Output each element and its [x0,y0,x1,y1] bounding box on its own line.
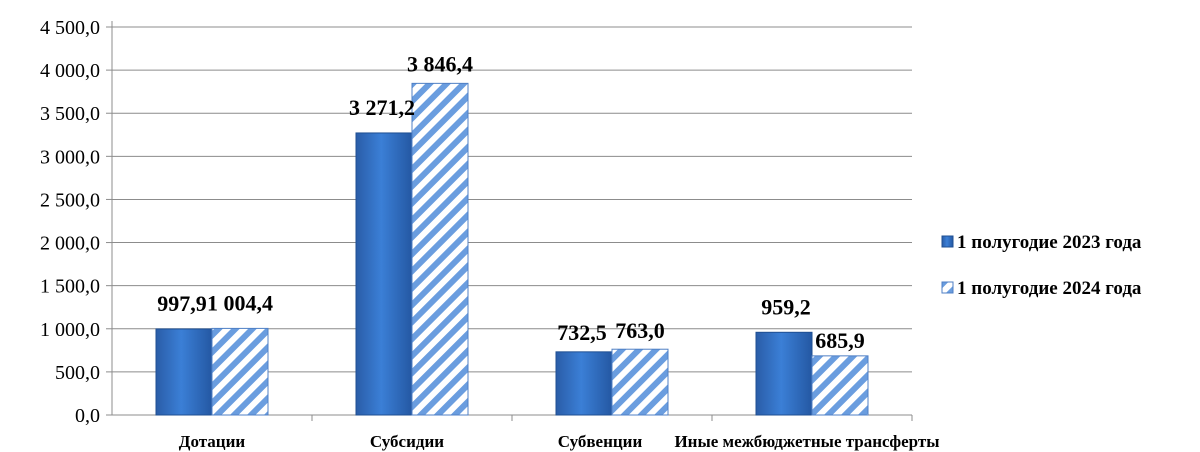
y-tick-label: 2 500,0 [40,189,100,211]
data-label: 732,5 [557,320,607,345]
gridlines [112,26,912,373]
axes: 0,0 500,0 1 000,0 1 500,0 2 000,0 2 500,0 3 00… [40,17,940,451]
y-tick-label: 1 000,0 [40,319,100,341]
data-label: 1 004,4 [207,290,273,315]
legend-swatch-2023 [941,235,954,248]
x-tick-label: Дотации [179,432,246,451]
y-tick-label: 0,0 [75,405,100,427]
data-label: 763,0 [615,318,665,343]
bar-2023 [355,132,413,416]
bar-2023 [155,328,213,416]
legend-swatch-2024 [941,281,954,294]
bar-2024 [811,355,869,416]
y-tick-label: 3 500,0 [40,103,100,125]
bar-2024 [611,348,669,416]
y-tick-label: 4 500,0 [40,17,100,39]
x-tick-label: Иные межбюджетные трансферты [674,432,939,451]
y-tick-label: 4 000,0 [40,60,100,82]
bar-2024 [211,327,269,416]
data-label: 997,9 [157,291,207,316]
x-tick-label: Субвенции [558,432,643,451]
y-tick-label: 2 000,0 [40,233,100,255]
bar-2023 [755,331,813,416]
y-tick-label: 1 500,0 [40,276,100,298]
data-label: 3 271,2 [349,95,415,120]
y-tick-label: 3 000,0 [40,146,100,168]
bars [155,82,869,416]
data-label: 959,2 [761,294,811,319]
legend-label: 1 полугодие 2023 года [957,232,1142,253]
bar-2024 [411,82,469,416]
data-labels: 997,9 3 271,2 732,5 959,2 1 004,4 3 846,4 763,… [157,51,865,353]
x-tick-label: Субсидии [370,432,444,451]
legend-label: 1 полугодие 2024 года [957,278,1142,299]
data-label: 3 846,4 [407,51,473,76]
data-label: 685,9 [815,328,865,353]
legend: 1 полугодие 2023 года 1 полугодие 2024 го… [941,232,1142,299]
bar-2023 [555,351,613,416]
y-tick-label: 500,0 [55,362,100,384]
